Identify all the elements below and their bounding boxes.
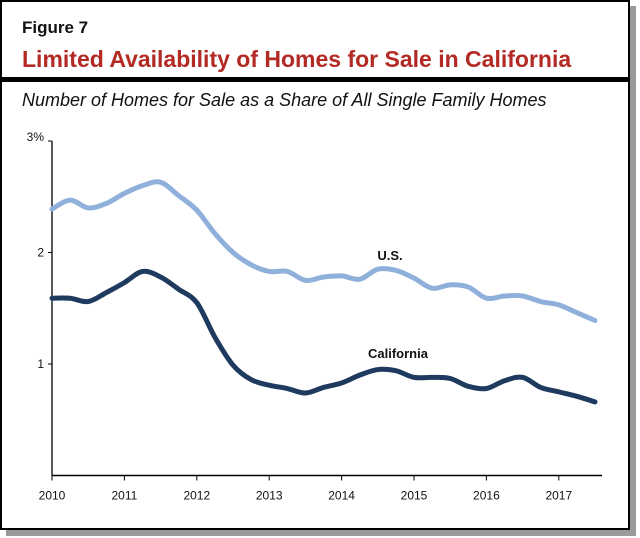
x-tick-label: 2017 — [545, 489, 572, 503]
x-tick-label: 2011 — [111, 489, 137, 503]
x-tick-label: 2014 — [328, 489, 355, 503]
x-tick-label: 2013 — [256, 489, 283, 503]
figure-frame: Figure 7 Limited Availability of Homes f… — [0, 0, 630, 530]
x-tick-label: 2012 — [183, 489, 210, 503]
series-line-california — [49, 268, 598, 405]
series-line-us — [49, 179, 598, 324]
y-tick-label: 1 — [37, 357, 44, 371]
x-tick-label: 2010 — [39, 489, 66, 503]
x-tick-label: 2016 — [473, 489, 500, 503]
chart-subtitle: Number of Homes for Sale as a Share of A… — [22, 90, 547, 110]
series-label-california: California — [368, 346, 429, 361]
title-divider — [2, 77, 628, 82]
y-tick-label: 3% — [27, 130, 45, 144]
series-label-us: U.S. — [377, 248, 402, 263]
x-tick-label: 2015 — [401, 489, 428, 503]
figure-label: Figure 7 — [22, 18, 89, 37]
y-tick-label: 2 — [37, 246, 44, 260]
chart-title: Limited Availability of Homes for Sale i… — [22, 46, 572, 72]
